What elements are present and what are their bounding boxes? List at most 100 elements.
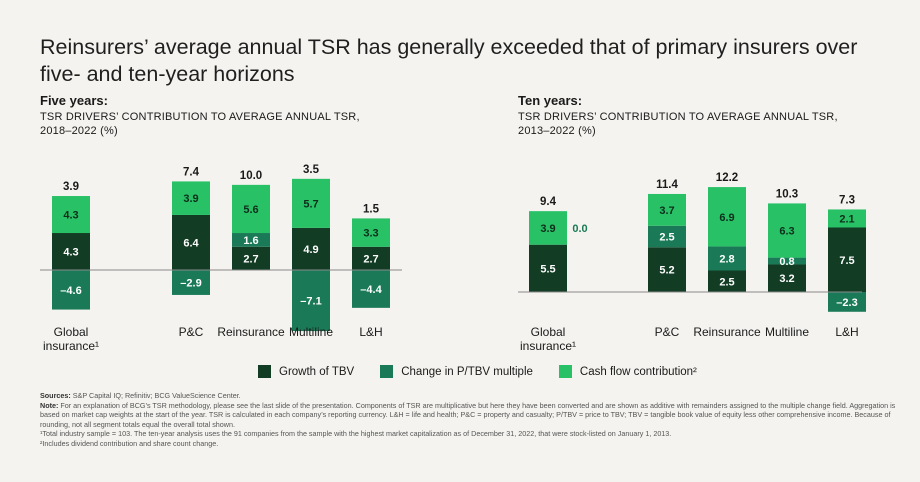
legend-swatch-change-ptbv [380,365,394,378]
five-year-label-cash_flow-0: 4.3 [63,210,78,222]
legend-label-growth-tbv: Growth of TBV [279,365,355,378]
legend-item-growth-tbv: Growth of TBV [258,365,354,378]
five-year-label-growth_tbv-4: 2.7 [363,253,378,265]
ten-year-label-growth_tbv-0: 5.5 [540,263,555,275]
five-year-bar-growth_tbv-1 [172,214,210,270]
ten-year-subtitle: TSR DRIVERS’ CONTRIBUTION TO AVERAGE ANN… [518,111,838,123]
ten-year-bar-cash_flow-1 [648,193,686,226]
five-year-subtitle: TSR DRIVERS’ CONTRIBUTION TO AVERAGE ANN… [40,111,360,123]
ten-year-category-2: Reinsurance [693,325,761,339]
note-line: Note: For an explanation of BCG’s TSR me… [40,400,896,429]
five-year-label-change_ptbv-2: 1.6 [243,235,258,247]
five-year-bar-cash_flow-0 [52,196,90,234]
five-year-bar-cash_flow-1 [172,181,210,215]
tsr-charts: 4.3–4.64.33.9Globalinsurance¹6.4–2.93.97… [40,164,866,353]
five-year-label-cash_flow-3: 5.7 [303,198,318,210]
five-year-label-growth_tbv-1: 6.4 [183,237,199,249]
ten-year-label-growth_tbv-2: 2.5 [719,276,734,288]
legend: Growth of TBV Change in P/TBV multiple C… [258,365,697,378]
footnotes: Sources: S&P Capital IQ; Refinitiv; BCG … [40,391,900,449]
five-year-label-cash_flow-1: 3.9 [183,193,198,205]
ten-year-bar-cash_flow-3 [768,203,806,258]
ten-year-total-3: 10.3 [776,188,798,200]
five-year-bar-change_ptbv-3 [292,270,330,332]
ten-year-label-change_ptbv-4: –2.3 [836,297,857,309]
five-year-period: 2018–2022 (%) [40,125,118,137]
five-year-total-0: 3.9 [63,181,79,193]
ten-year-bar-change_ptbv-1 [648,225,686,248]
five-year-bar-cash_flow-4 [352,218,390,247]
ten-year-label-growth_tbv-4: 7.5 [839,255,854,267]
five-year-category-4: L&H [359,325,382,339]
ten-year-total-1: 11.4 [656,179,678,191]
footnote-2: ²Includes dividend contribution and shar… [40,438,219,448]
five-year-label-cash_flow-4: 3.3 [363,228,378,240]
ten-year-category-0-line2: insurance¹ [520,339,576,353]
ten-year-category-4: L&H [835,325,858,339]
five-year-bar-growth_tbv-2 [232,246,270,270]
footnote-1: ¹Total industry sample = 103. The ten-ye… [40,429,672,439]
ten-year-bar-cash_flow-2 [708,187,746,247]
ten-year-category-1: P&C [655,325,680,339]
five-year-bar-change_ptbv-0 [52,270,90,310]
five-year-bar-change_ptbv-1 [172,270,210,295]
five-year-label-growth_tbv-3: 4.9 [303,244,318,256]
ten-year-title: Ten years: [518,93,583,108]
ten-year-label-cash_flow-0: 3.9 [540,223,555,235]
ten-year-bar-change_ptbv-4 [828,292,866,312]
five-year-total-4: 1.5 [363,203,380,215]
ten-year-label-cash_flow-2: 6.9 [719,212,734,224]
five-year-bar-growth_tbv-0 [52,233,90,270]
five-year-category-0-line2: insurance¹ [43,339,99,353]
five-year-label-change_ptbv-4: –4.4 [360,284,382,296]
ten-year-label-cash_flow-1: 3.7 [659,205,674,217]
ten-year-category-0: Global [531,325,566,339]
legend-label-cash-flow: Cash flow contribution² [579,365,697,378]
five-year-label-change_ptbv-1: –2.9 [180,277,201,289]
five-year-label-growth_tbv-2: 2.7 [243,253,258,265]
five-year-category-3: Multiline [289,325,333,339]
ten-year-bar-growth_tbv-4 [828,227,866,292]
ten-year-bar-growth_tbv-2 [708,270,746,292]
five-year-label-change_ptbv-3: –7.1 [300,296,321,308]
ten-year-header: Ten years: TSR DRIVERS’ CONTRIBUTION TO … [518,94,838,138]
ten-year-label-change_ptbv-2: 2.8 [719,253,734,265]
ten-year-label-change_ptbv-1: 2.5 [659,232,674,244]
ten-year-label-growth_tbv-3: 3.2 [779,273,794,285]
legend-item-cash-flow: Cash flow contribution² [558,365,697,378]
five-year-category-1: P&C [179,325,204,339]
sources-line: Sources: S&P Capital IQ; Refinitiv; BCG … [40,391,241,400]
legend-item-change-ptbv: Change in P/TBV multiple [380,365,533,378]
ten-year-bar-change_ptbv-2 [708,246,746,271]
five-year-title: Five years: [40,93,108,108]
five-year-bar-change_ptbv-2 [232,233,270,247]
legend-swatch-cash-flow [558,365,572,378]
five-year-bar-cash_flow-3 [292,178,330,228]
legend-swatch-growth-tbv [258,365,271,378]
ten-year-total-4: 7.3 [839,194,855,206]
five-year-header: Five years: TSR DRIVERS’ CONTRIBUTION TO… [40,94,360,138]
ten-year-total-2: 12.2 [716,172,738,184]
five-year-category-0: Global [54,325,89,339]
five-year-total-2: 10.0 [240,170,262,182]
five-year-label-cash_flow-2: 5.6 [243,204,258,216]
page-title: Reinsurers’ average annual TSR has gener… [40,35,858,86]
ten-year-label-change_ptbv-3: 0.8 [779,256,794,268]
five-year-label-change_ptbv-0: –4.6 [60,285,81,297]
legend-label-change-ptbv: Change in P/TBV multiple [401,365,533,378]
ten-year-label-growth_tbv-1: 5.2 [659,265,674,277]
ten-year-total-0: 9.4 [540,196,557,208]
ten-year-bar-cash_flow-4 [828,209,866,228]
five-year-label-growth_tbv-0: 4.3 [63,247,78,259]
five-year-total-1: 7.4 [183,166,200,178]
ten-year-period: 2013–2022 (%) [518,125,596,137]
five-year-total-3: 3.5 [303,164,320,176]
ten-year-bar-growth_tbv-3 [768,264,806,292]
ten-year-category-3: Multiline [765,325,809,339]
ten-year-bar-change_ptbv-3 [768,257,806,265]
five-year-bar-growth_tbv-4 [352,246,390,270]
ten-year-bar-growth_tbv-1 [648,247,686,292]
ten-year-bar-cash_flow-0 [529,211,567,245]
five-year-bar-growth_tbv-3 [292,227,330,270]
ten-year-label-cash_flow-4: 2.1 [839,213,854,225]
